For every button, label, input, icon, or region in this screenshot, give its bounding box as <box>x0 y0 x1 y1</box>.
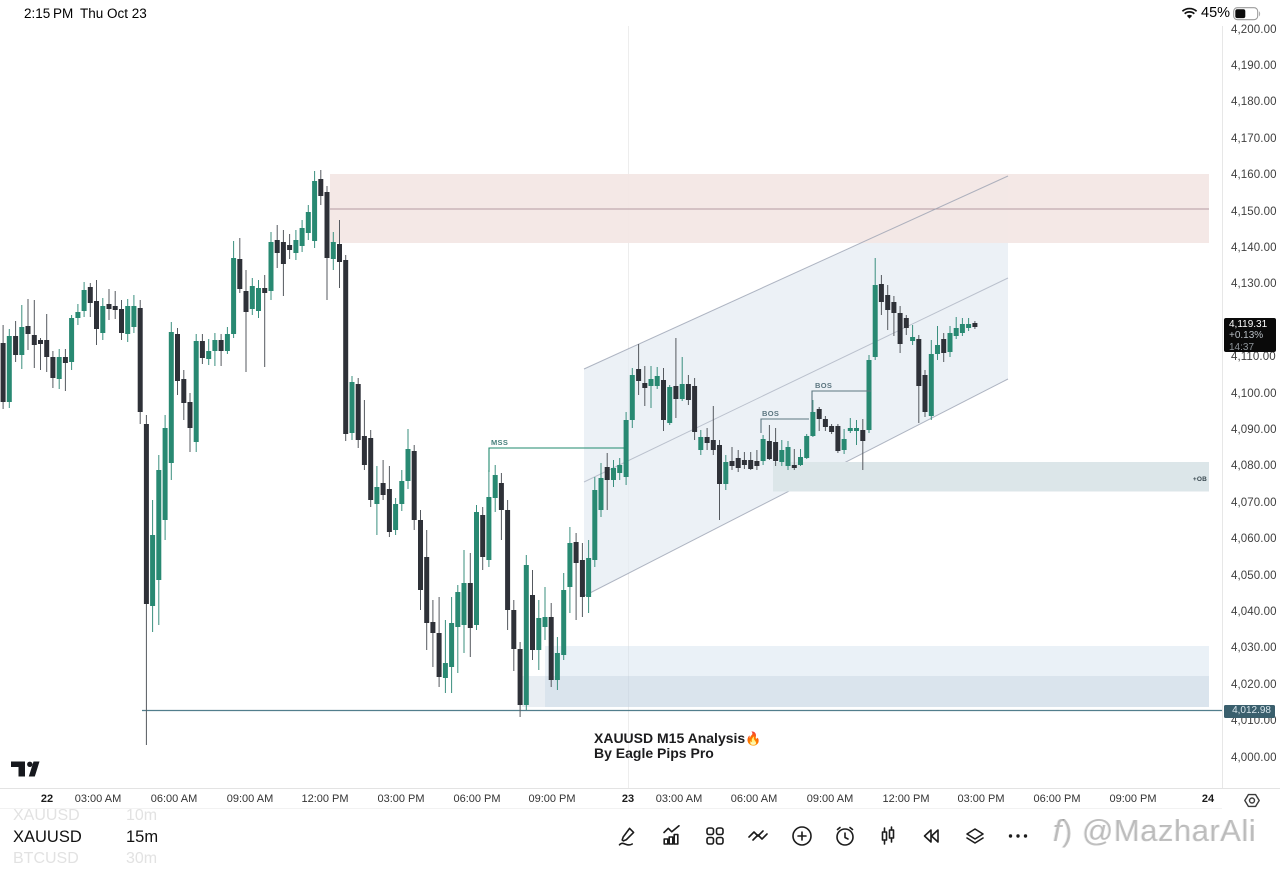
svg-text:BOS: BOS <box>815 381 832 390</box>
svg-text:+OB: +OB <box>1193 476 1207 483</box>
svg-text:MSS: MSS <box>491 438 508 447</box>
svg-text:BOS: BOS <box>762 409 779 418</box>
